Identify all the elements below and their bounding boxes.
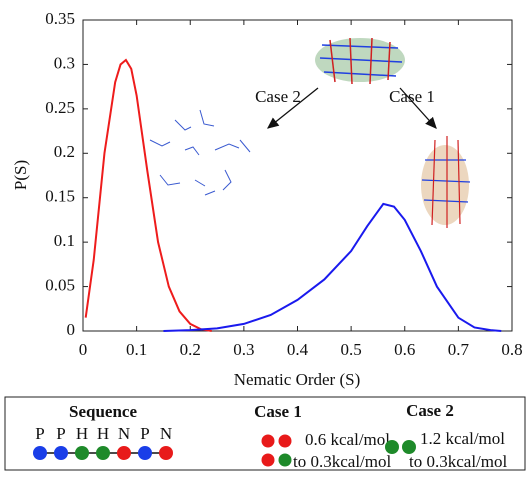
sequence-bead bbox=[96, 446, 110, 460]
x-tick-label: 0 bbox=[79, 340, 88, 359]
sequence-letter: H bbox=[97, 424, 109, 443]
x-tick-label: 0.3 bbox=[233, 340, 254, 359]
arrow bbox=[399, 87, 437, 129]
y-tick-label: 0.05 bbox=[45, 275, 75, 294]
molecule-dispersed bbox=[149, 109, 251, 196]
legend-bead bbox=[385, 440, 399, 454]
x-tick-label: 0.4 bbox=[287, 340, 309, 359]
sequence-bead bbox=[54, 446, 68, 460]
legend-bead bbox=[278, 434, 292, 448]
y-axis-label: P(S) bbox=[11, 160, 30, 190]
y-tick-label: 0.3 bbox=[54, 53, 75, 72]
line-series bbox=[163, 202, 502, 332]
arrow bbox=[266, 87, 319, 129]
y-tick-label: 0 bbox=[67, 320, 76, 339]
molecule-cluster bbox=[421, 136, 471, 228]
sequence-letter: P bbox=[140, 424, 149, 443]
x-axis-label: Nematic Order (S) bbox=[234, 370, 361, 389]
legend-bead bbox=[261, 434, 275, 448]
y-tick-label: 0.1 bbox=[54, 231, 75, 250]
y-tick-label: 0.35 bbox=[45, 9, 75, 28]
legend-heading: Case 1 bbox=[254, 402, 302, 421]
sequence-bead bbox=[117, 446, 131, 460]
sequence-bead bbox=[138, 446, 152, 460]
legend-text: to 0.3kcal/mol bbox=[293, 452, 391, 471]
line-series bbox=[84, 58, 212, 332]
x-tick-label: 0.1 bbox=[126, 340, 147, 359]
legend-text: 1.2 kcal/mol bbox=[420, 429, 505, 448]
y-tick-label: 0.2 bbox=[54, 142, 75, 161]
x-tick-label: 0.7 bbox=[448, 340, 470, 359]
sequence-letter: N bbox=[118, 424, 130, 443]
legend-bead bbox=[402, 440, 416, 454]
y-tick-label: 0.15 bbox=[45, 187, 75, 206]
sequence-letter: N bbox=[160, 424, 172, 443]
sequence-bead bbox=[159, 446, 173, 460]
annotation: Case 2 bbox=[255, 87, 301, 106]
sequence-letter: P bbox=[56, 424, 65, 443]
x-tick-label: 0.8 bbox=[501, 340, 522, 359]
legend-bead bbox=[278, 453, 292, 467]
sequence-bead bbox=[33, 446, 47, 460]
y-tick-label: 0.25 bbox=[45, 98, 75, 117]
legend-text: 0.6 kcal/mol bbox=[305, 430, 390, 449]
legend-heading: Sequence bbox=[69, 402, 137, 421]
legend-text: to 0.3kcal/mol bbox=[409, 452, 507, 471]
annotation: Case 1 bbox=[389, 87, 435, 106]
sequence-bead bbox=[75, 446, 89, 460]
sequence-letter: H bbox=[76, 424, 88, 443]
legend-heading: Case 2 bbox=[406, 401, 454, 420]
molecule-aligned bbox=[315, 37, 405, 85]
x-tick-label: 0.5 bbox=[341, 340, 362, 359]
x-tick-label: 0.2 bbox=[180, 340, 201, 359]
x-tick-label: 0.6 bbox=[394, 340, 415, 359]
legend-bead bbox=[261, 453, 275, 467]
sequence-letter: P bbox=[35, 424, 44, 443]
